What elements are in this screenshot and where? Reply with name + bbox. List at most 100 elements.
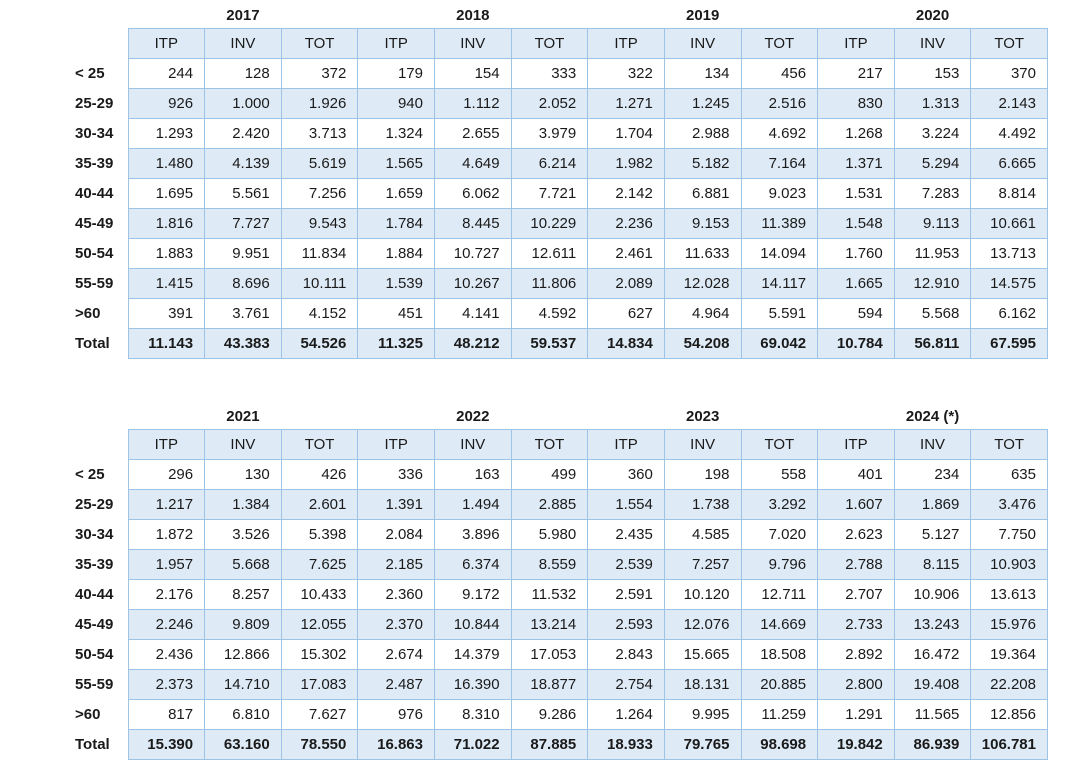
value-cell: 14.094	[740, 238, 819, 269]
value-cell: 43.383	[204, 328, 282, 359]
value-cell: 1.531	[817, 178, 895, 209]
row-label: 45-49	[0, 208, 128, 239]
value-cell: 6.881	[663, 178, 742, 209]
value-cell: 1.217	[127, 489, 206, 520]
value-cell: 2.236	[587, 208, 665, 239]
value-cell: 12.055	[280, 609, 359, 640]
column-header: INV	[893, 28, 972, 59]
table-row: 30-34 1.293 2.420 3.713 1.324 2.655 3.979 1.704…	[0, 118, 1048, 149]
value-cell: 9.995	[663, 699, 742, 730]
value-cell: 11.953	[893, 238, 972, 269]
value-cell: 11.325	[357, 328, 435, 359]
value-cell: 1.872	[127, 519, 206, 550]
table-row: 55-59 1.415 8.696 10.111 1.539 10.267 11.806 2.…	[0, 268, 1048, 299]
age-year-table-2021-2024: 2021 2022 2023 2024 (*) ITP INV TOT ITP INV TOT IT…	[0, 403, 1066, 760]
value-cell: 9.796	[740, 549, 819, 580]
value-cell: 1.000	[204, 88, 282, 119]
value-cell: 87.885	[510, 729, 589, 760]
value-cell: 10.229	[510, 208, 589, 239]
value-cell: 1.245	[663, 88, 742, 119]
value-cell: 2.461	[587, 238, 665, 269]
corner-spacer	[0, 403, 128, 430]
value-cell: 14.710	[204, 669, 282, 700]
value-cell: 14.379	[434, 639, 512, 670]
column-header: INV	[434, 429, 512, 460]
value-cell: 8.310	[434, 699, 512, 730]
table-row: 40-44 2.176 8.257 10.433 2.360 9.172 11.532 2.5…	[0, 579, 1048, 610]
table-row: >60 391 3.761 4.152 451 4.141 4.592 627 4.964 5.5…	[0, 298, 1048, 329]
value-cell: 1.391	[357, 489, 435, 520]
row-label: 40-44	[0, 178, 128, 209]
value-cell: 2.176	[127, 579, 206, 610]
corner-spacer	[0, 2, 128, 29]
year-header: 2021	[128, 403, 358, 430]
year-header: 2017	[128, 2, 358, 29]
value-cell: 4.649	[434, 148, 512, 179]
value-cell: 940	[357, 88, 435, 119]
value-cell: 9.113	[893, 208, 972, 239]
value-cell: 56.811	[893, 328, 972, 359]
value-cell: 9.153	[663, 208, 742, 239]
value-cell: 12.856	[970, 699, 1048, 730]
value-cell: 1.883	[127, 238, 206, 269]
table-row: 35-39 1.957 5.668 7.625 2.185 6.374 8.559 2.539…	[0, 549, 1048, 580]
year-header-row: 2017 2018 2019 2020	[0, 2, 1048, 29]
year-header: 2019	[587, 2, 818, 29]
value-cell: 7.721	[510, 178, 589, 209]
value-cell: 5.980	[510, 519, 589, 550]
table-row: < 25 244 128 372 179 154 333 322 134 456 217 153 370	[0, 58, 1048, 89]
value-cell: 4.692	[740, 118, 819, 149]
value-cell: 456	[740, 58, 819, 89]
value-cell: 7.257	[663, 549, 742, 580]
column-header: ITP	[817, 429, 895, 460]
value-cell: 2.655	[434, 118, 512, 149]
value-cell: 7.627	[280, 699, 359, 730]
table-row: 45-49 2.246 9.809 12.055 2.370 10.844 13.214 2.…	[0, 609, 1048, 640]
value-cell: 12.028	[663, 268, 742, 299]
value-cell: 2.246	[127, 609, 206, 640]
value-cell: 635	[970, 459, 1048, 490]
value-cell: 1.607	[817, 489, 895, 520]
total-row: Total 15.390 63.160 78.550 16.863 71.022 87.88…	[0, 729, 1048, 760]
value-cell: 5.561	[204, 178, 282, 209]
value-cell: 7.625	[280, 549, 359, 580]
value-cell: 11.259	[740, 699, 819, 730]
value-cell: 1.665	[817, 268, 895, 299]
value-cell: 71.022	[434, 729, 512, 760]
value-cell: 1.291	[817, 699, 895, 730]
value-cell: 10.267	[434, 268, 512, 299]
year-header-row: 2021 2022 2023 2024 (*)	[0, 403, 1048, 430]
year-header: 2018	[357, 2, 588, 29]
value-cell: 1.760	[817, 238, 895, 269]
column-header: ITP	[817, 28, 895, 59]
value-cell: 4.592	[510, 298, 589, 329]
value-cell: 3.224	[893, 118, 972, 149]
value-cell: 830	[817, 88, 895, 119]
value-cell: 451	[357, 298, 435, 329]
row-label: >60	[0, 699, 128, 730]
column-header: TOT	[970, 28, 1048, 59]
value-cell: 54.526	[280, 328, 359, 359]
row-label: < 25	[0, 459, 128, 490]
value-cell: 8.559	[510, 549, 589, 580]
row-label: 40-44	[0, 579, 128, 610]
table-row: 45-49 1.816 7.727 9.543 1.784 8.445 10.229 2.23…	[0, 208, 1048, 239]
value-cell: 1.112	[434, 88, 512, 119]
column-header: INV	[663, 28, 742, 59]
value-cell: 2.885	[510, 489, 589, 520]
value-cell: 8.115	[893, 549, 972, 580]
column-header: TOT	[740, 28, 819, 59]
value-cell: 9.286	[510, 699, 589, 730]
value-cell: 1.695	[127, 178, 206, 209]
value-cell: 15.302	[280, 639, 359, 670]
value-cell: 9.172	[434, 579, 512, 610]
table-row: >60 817 6.810 7.627 976 8.310 9.286 1.264 9.995 1…	[0, 699, 1048, 730]
value-cell: 4.585	[663, 519, 742, 550]
value-cell: 817	[127, 699, 206, 730]
value-cell: 1.869	[893, 489, 972, 520]
value-cell: 5.668	[204, 549, 282, 580]
value-cell: 391	[127, 298, 206, 329]
column-header: ITP	[587, 28, 665, 59]
age-year-table-2017-2020: 2017 2018 2019 2020 ITP INV TOT ITP INV TOT ITP INV…	[0, 2, 1066, 359]
value-cell: 2.370	[357, 609, 435, 640]
